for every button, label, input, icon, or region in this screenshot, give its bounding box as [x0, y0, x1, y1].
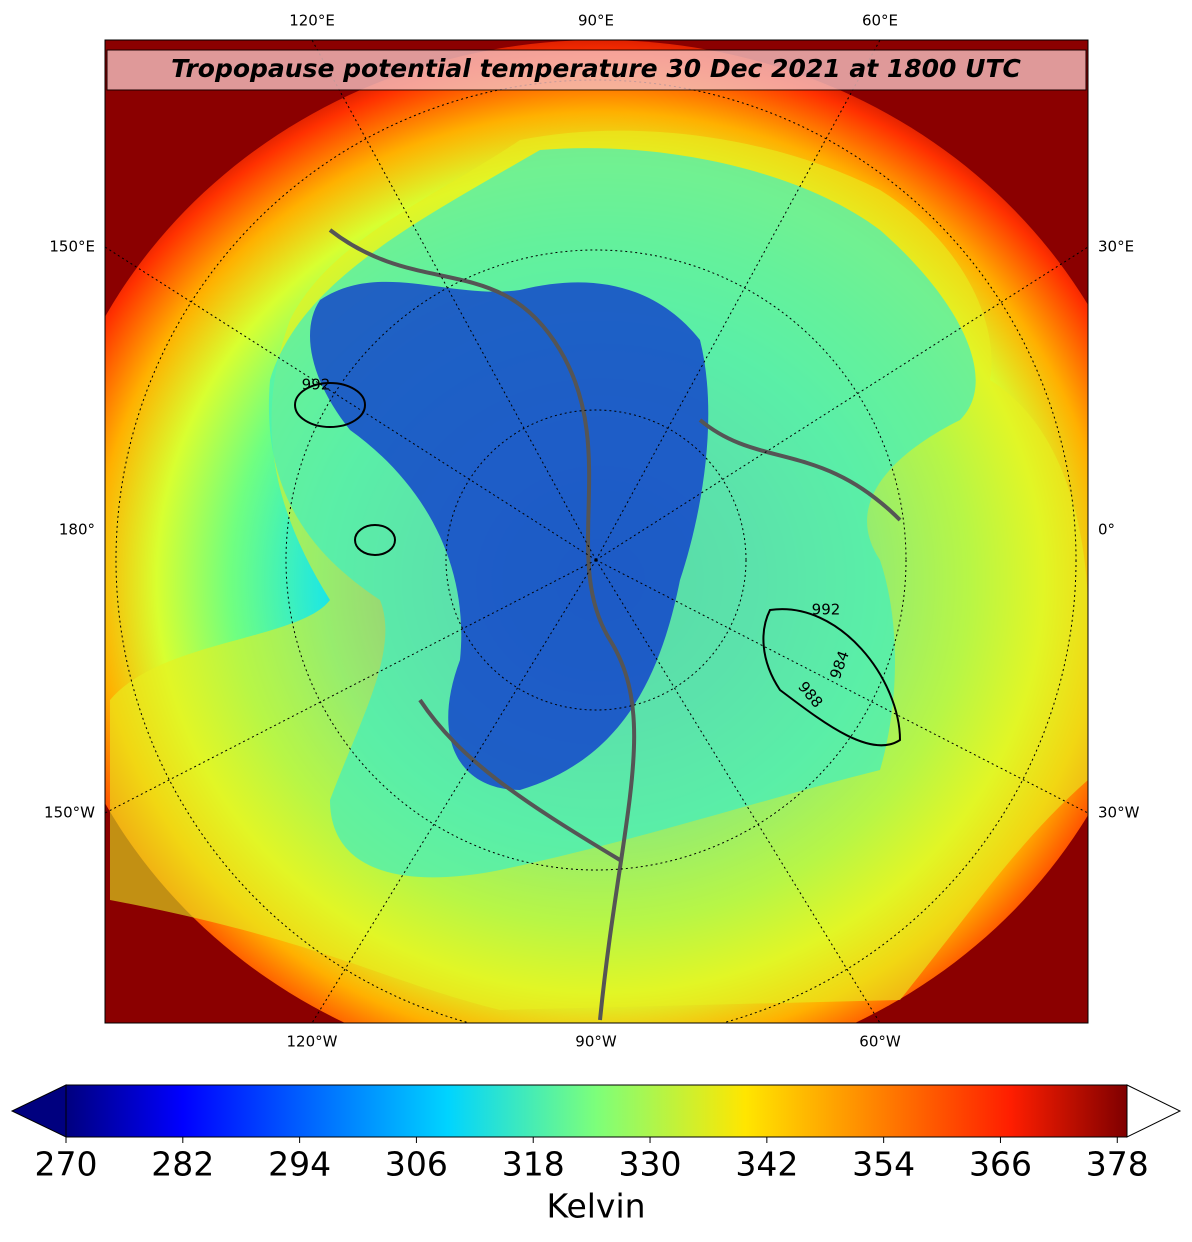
- colorbar-tick-label: 282: [151, 1145, 214, 1184]
- title: Tropopause potential temperature 30 Dec …: [171, 54, 1021, 83]
- cold-core: [310, 281, 709, 790]
- lon-label: 120°E: [289, 12, 335, 30]
- colorbar-extend-high: [1126, 1084, 1182, 1138]
- colorbar-tick-label: 366: [969, 1145, 1032, 1184]
- colorbar-tick-label: 354: [852, 1145, 915, 1184]
- colorbar-tick-label: 378: [1086, 1145, 1149, 1184]
- map-frame: [104, 39, 1089, 1024]
- lon-label: 150°E: [49, 238, 95, 256]
- colorbar-tick-label: 270: [35, 1145, 98, 1184]
- lon-label: 30°W: [1098, 804, 1140, 822]
- colorbar-label: Kelvin: [546, 1187, 645, 1226]
- title-box: [106, 49, 1087, 91]
- map: 992 992 984 988 Tropopause potential tem…: [105, 40, 1088, 1023]
- lon-label: 90°W: [575, 1033, 617, 1051]
- colorbar-tick-label: 330: [619, 1145, 682, 1184]
- contour-label: 992: [812, 601, 841, 619]
- graticule: [105, 40, 1088, 1023]
- colorbar-extend-low: [10, 1084, 67, 1138]
- lon-label: 150°W: [44, 804, 95, 822]
- lon-label: 60°W: [859, 1033, 901, 1051]
- colorbar: [65, 1084, 1128, 1138]
- colorbar-tick-label: 306: [385, 1145, 448, 1184]
- lon-label: 0°: [1098, 521, 1115, 539]
- coastline: [328, 228, 902, 1021]
- colorbar-ticks: 270 282 294 306 318 330 342 354 366 378: [35, 1137, 1149, 1184]
- colorbar-tick-label: 294: [268, 1145, 331, 1184]
- lon-label: 120°W: [287, 1033, 338, 1051]
- lon-label: 60°E: [862, 12, 898, 30]
- lon-label: 180°: [59, 521, 95, 539]
- pressure-contours: [294, 382, 902, 747]
- lon-label: 90°E: [578, 12, 614, 30]
- colorbar-tick-label: 342: [735, 1145, 798, 1184]
- contour-label: 992: [302, 376, 331, 394]
- colorbar-tick-label: 318: [502, 1145, 565, 1184]
- lon-label: 30°E: [1098, 238, 1134, 256]
